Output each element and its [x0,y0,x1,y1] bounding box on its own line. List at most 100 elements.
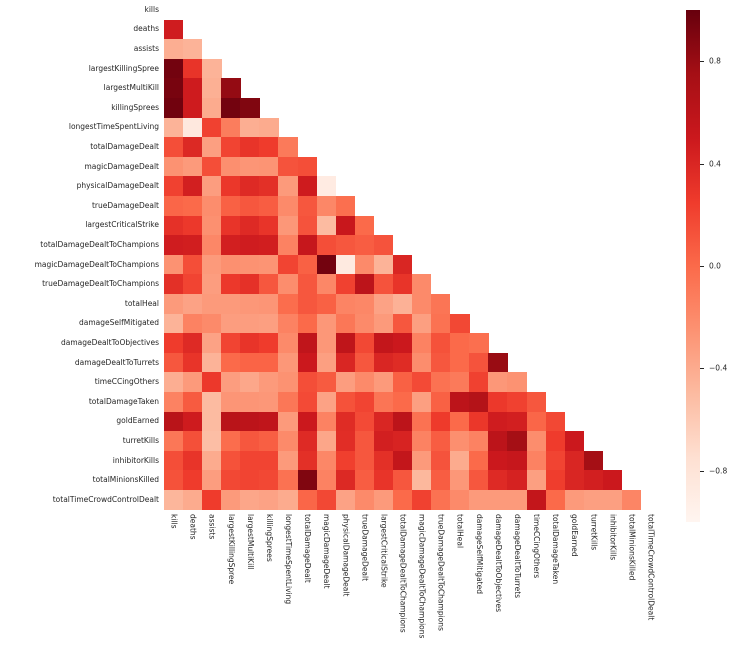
heatmap-cell [240,235,260,256]
colorbar-tick-mark [700,266,704,267]
heatmap-cell [240,450,260,471]
x-tick-label: magicDamageDealtToChampions [417,514,427,639]
heatmap-cell [164,235,184,256]
heatmap-cell [469,333,489,354]
heatmap-cell [259,392,279,412]
heatmap-cell [335,352,356,373]
heatmap-cell [278,235,298,256]
heatmap-cell [316,176,336,197]
heatmap-cell [316,431,336,452]
heatmap-cell [183,215,203,236]
heatmap-cell [450,352,470,373]
heatmap-cell [431,450,451,471]
x-tick-label: kills [169,514,179,529]
heatmap-cell [240,156,260,177]
heatmap-cell [392,294,413,314]
x-tick-label: totalMinionsKilled [627,514,637,581]
heatmap-cell [392,274,413,295]
colorbar-tick-mark [700,470,704,472]
heatmap-cell [259,235,279,256]
heatmap-cell [564,431,585,452]
heatmap-cell [373,450,394,471]
heatmap-cell [221,274,241,295]
heatmap-cell [412,392,432,412]
heatmap-cell [488,450,508,471]
heatmap-cell [297,392,317,412]
y-tick-label: totalTimeCrowdControlDealt [52,494,159,504]
heatmap-cell [335,431,356,452]
y-tick-label: physicalDamageDealt [76,181,159,191]
y-tick-label: killingSprees [111,102,159,112]
heatmap-cell [316,313,336,334]
heatmap-cell [488,392,508,412]
heatmap-cell [202,254,222,275]
heatmap-cell [450,313,470,334]
heatmap-cell [240,196,260,216]
heatmap-cell [278,333,298,354]
heatmap-cell [412,372,432,393]
heatmap-cell [183,98,203,118]
heatmap-cell [373,313,394,334]
heatmap-cell [335,372,356,393]
heatmap-cell [373,490,394,510]
heatmap-cell [316,352,336,373]
heatmap-cell [164,274,184,295]
heatmap-cell [335,215,356,236]
y-tick-label: damageDealtToObjectives [60,338,159,347]
heatmap-cell [202,333,222,354]
heatmap-cell [392,490,413,510]
heatmap-cell [240,313,260,334]
heatmap-cell [259,196,279,216]
heatmap-cell [507,470,527,491]
heatmap-cell [564,450,585,471]
heatmap-cell [431,372,451,393]
heatmap-cell [221,313,241,334]
heatmap-cell [183,78,203,99]
heatmap-cell [259,137,279,158]
heatmap-cell [240,470,260,491]
heatmap-cell [297,411,317,432]
heatmap-cell [278,313,298,334]
colorbar-tick-label: −0.8 [709,466,728,476]
heatmap-cell [221,490,241,510]
heatmap-cell [316,274,336,295]
heatmap-cell [221,431,241,452]
heatmap-cell [202,58,222,79]
heatmap-cell [583,490,604,510]
heatmap-cell [278,372,298,393]
heatmap-cell [202,98,222,118]
heatmap-cell [183,490,203,510]
x-tick-label: physicalDamageDealt [341,514,351,597]
heatmap-cell [297,470,317,491]
heatmap-cell [259,176,279,197]
heatmap-cell [507,411,527,432]
heatmap-cell [221,450,241,471]
x-tick-label: timeCCingOthers [532,514,542,579]
heatmap-cell [354,313,375,334]
heatmap-cell [431,431,451,452]
heatmap-cell [392,313,413,334]
heatmap-cell [373,352,394,373]
heatmap-cell [297,254,317,275]
heatmap-cell [583,470,604,491]
heatmap-cell [507,392,527,412]
y-tick-label: largestKillingSpree [88,63,159,73]
heatmap-cell [240,117,260,138]
heatmap-cell [297,196,317,216]
colorbar-tick-mark [700,368,704,370]
heatmap-cell [488,470,508,491]
heatmap-cell [450,490,470,510]
y-tick-label: trueDamageDealtToChampions [42,279,159,289]
heatmap-cell [469,352,489,373]
heatmap-cell [545,450,565,471]
heatmap-cell [259,470,279,491]
heatmap-cell [316,490,336,510]
heatmap-cell [335,235,356,256]
heatmap-cell [164,196,184,216]
heatmap-cell [164,352,184,373]
heatmap-cell [431,333,451,354]
heatmap-cell [259,156,279,177]
heatmap-cell [164,372,184,393]
heatmap-cell [183,352,203,373]
heatmap-cell [221,196,241,216]
